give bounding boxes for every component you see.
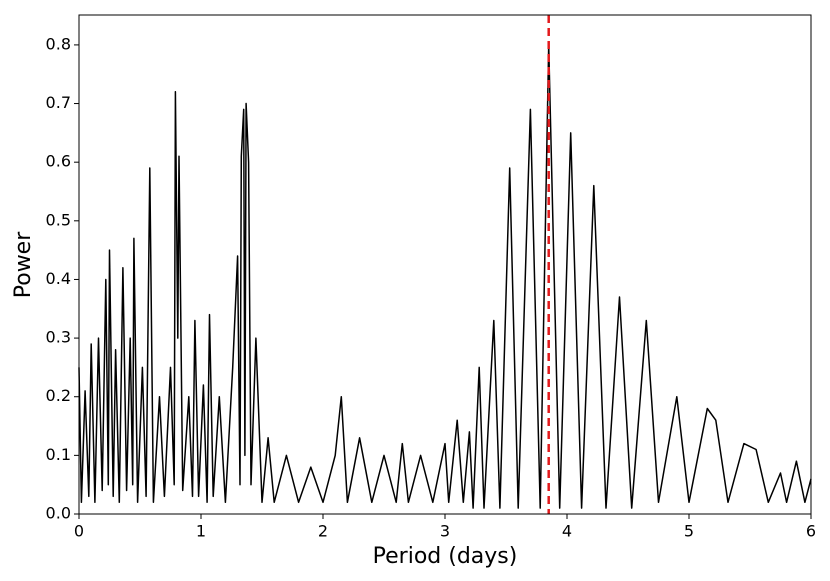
y-tick-label: 0.7	[46, 93, 71, 112]
y-tick-label: 0.3	[46, 328, 71, 347]
y-tick-label: 0.6	[46, 152, 71, 171]
y-tick-label: 0.5	[46, 210, 71, 229]
y-tick-label: 0.0	[46, 504, 71, 523]
plot-frame	[78, 14, 812, 515]
x-tick-label: 6	[806, 522, 816, 541]
x-tick-label: 1	[196, 522, 206, 541]
x-tick-label: 0	[74, 522, 84, 541]
x-tick-label: 4	[562, 522, 572, 541]
y-tick-label: 0.8	[46, 34, 71, 53]
series-line	[78, 44, 812, 509]
y-tick-label: 0.4	[46, 269, 71, 288]
x-tick-label: 5	[684, 522, 694, 541]
x-tick-label: 2	[318, 522, 328, 541]
y-tick-label: 0.2	[46, 386, 71, 405]
y-axis-label: Power	[11, 231, 36, 298]
x-axis-label: Period (days)	[373, 544, 518, 569]
y-tick-label: 0.1	[46, 445, 71, 464]
x-tick-label: 3	[440, 522, 450, 541]
